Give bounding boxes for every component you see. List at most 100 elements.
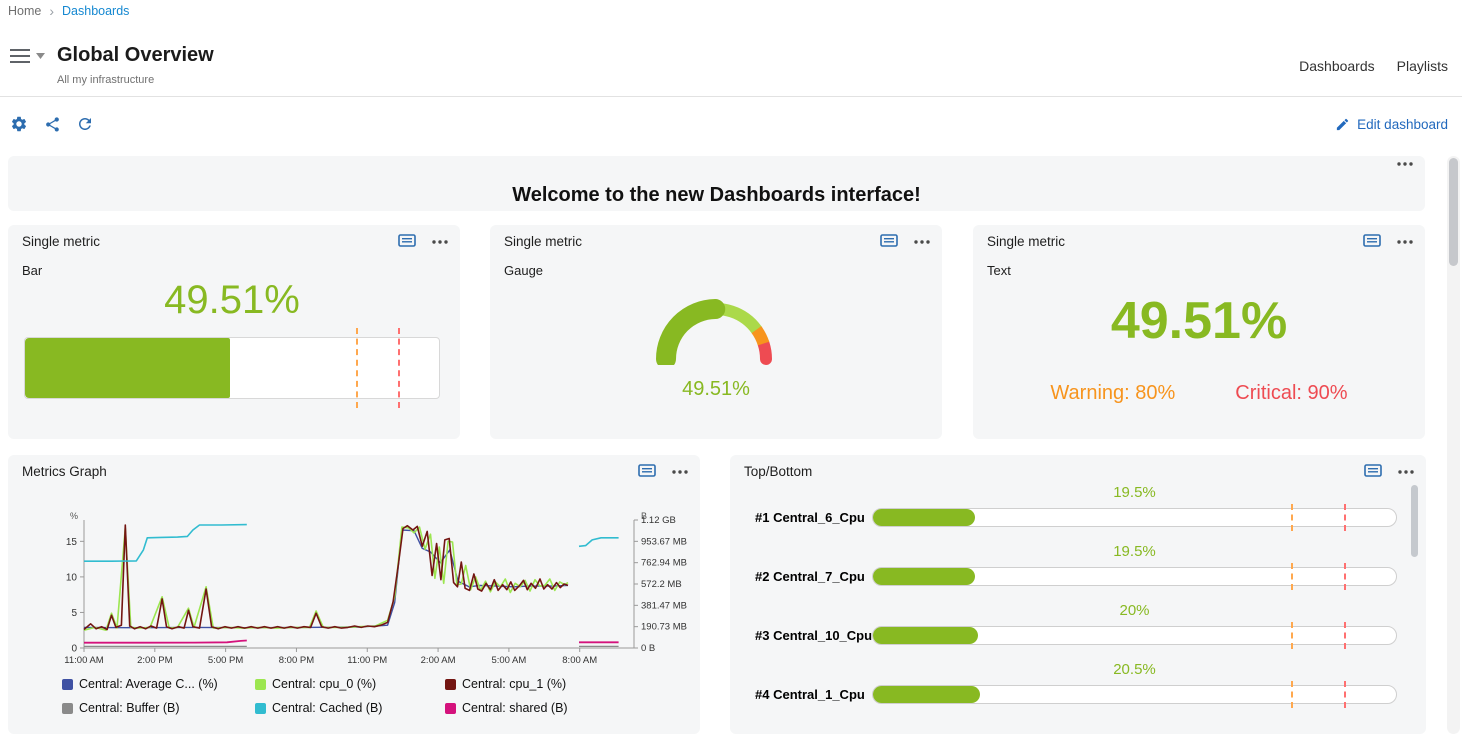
share-button[interactable] <box>42 114 62 134</box>
page-scrollbar-thumb[interactable] <box>1449 158 1458 266</box>
panel-display-button[interactable] <box>1364 464 1382 479</box>
display-icon <box>1363 234 1381 247</box>
more-options-button[interactable] <box>914 239 930 244</box>
dashboard-menu-toggle[interactable] <box>10 49 45 63</box>
display-icon <box>880 234 898 247</box>
svg-text:10: 10 <box>66 572 78 583</box>
top-bottom-row: 19.5% #1 Central_6_Cpu <box>730 483 1408 542</box>
critical-threshold-line <box>397 328 400 408</box>
breadcrumb-dashboards-link[interactable]: Dashboards <box>62 4 130 18</box>
panel-display-button[interactable] <box>880 234 898 249</box>
svg-text:572.2 MB: 572.2 MB <box>641 579 682 590</box>
header-divider <box>0 96 1462 97</box>
chevron-down-icon <box>36 53 45 59</box>
widget-subtitle: Bar <box>22 263 43 278</box>
legend-item-5[interactable]: Central: shared (B) <box>445 701 645 715</box>
top-bottom-value: 20% <box>1119 602 1150 619</box>
legend-swatch-icon <box>445 702 456 714</box>
tab-playlists[interactable]: Playlists <box>1396 58 1448 74</box>
top-bottom-host-label: #1 Central_6_Cpu <box>755 510 865 525</box>
svg-text:0: 0 <box>71 644 77 655</box>
legend-item-4[interactable]: Central: Cached (B) <box>255 701 445 715</box>
legend-item-3[interactable]: Central: Buffer (B) <box>62 701 255 715</box>
edit-dashboard-button[interactable]: Edit dashboard <box>1335 117 1448 132</box>
more-options-button[interactable] <box>1398 469 1414 474</box>
top-bottom-row: 19.5% #2 Central_7_Cpu <box>730 542 1408 601</box>
gear-icon <box>11 116 27 132</box>
widget-title: Single metric <box>504 234 583 249</box>
more-options-button[interactable] <box>432 239 448 244</box>
top-bottom-value: 19.5% <box>1113 543 1156 560</box>
refresh-button[interactable] <box>75 114 95 134</box>
legend-label: Central: Average C... (%) <box>79 677 218 691</box>
bar-fill <box>873 627 978 644</box>
panel-display-button[interactable] <box>398 234 416 249</box>
more-options-button[interactable] <box>672 469 688 474</box>
svg-text:5: 5 <box>71 608 77 619</box>
page-title: Global Overview <box>57 44 214 66</box>
ellipsis-icon <box>672 469 688 474</box>
display-icon <box>1364 464 1382 477</box>
panel-display-button[interactable] <box>1363 234 1381 249</box>
legend-item-2[interactable]: Central: cpu_1 (%) <box>445 677 645 691</box>
edit-dashboard-label: Edit dashboard <box>1357 117 1448 132</box>
top-bottom-value: 20.5% <box>1113 661 1156 678</box>
svg-text:%: % <box>70 511 78 521</box>
svg-text:11:00 AM: 11:00 AM <box>64 655 104 666</box>
widget-top-bottom: Top/Bottom 19.5% #1 Central_6_Cpu 19.5% … <box>730 455 1426 734</box>
svg-text:8:00 PM: 8:00 PM <box>279 655 314 666</box>
top-bottom-row: 20.5% #4 Central_1_Cpu <box>730 660 1408 719</box>
metric-bar <box>24 328 440 408</box>
bar-fill <box>25 338 230 398</box>
widget-subtitle: Gauge <box>504 263 544 278</box>
display-icon <box>638 464 656 477</box>
welcome-banner: Welcome to the new Dashboards interface! <box>8 156 1425 211</box>
panel-display-button[interactable] <box>638 464 656 479</box>
widget-single-metric-text: Single metric Text 49.51% Warning: 80% C… <box>973 225 1425 439</box>
legend-swatch-icon <box>255 678 266 690</box>
header-nav: Dashboards Playlists <box>1299 58 1448 74</box>
breadcrumb-home-link[interactable]: Home <box>8 4 42 18</box>
legend-item-1[interactable]: Central: cpu_0 (%) <box>255 677 445 691</box>
svg-text:5:00 AM: 5:00 AM <box>491 655 526 666</box>
more-options-button[interactable] <box>1397 239 1413 244</box>
svg-text:5:00 PM: 5:00 PM <box>208 655 243 666</box>
tab-dashboards[interactable]: Dashboards <box>1299 58 1375 74</box>
svg-text:B: B <box>641 511 647 521</box>
top-bottom-list: 19.5% #1 Central_6_Cpu 19.5% #2 Central_… <box>730 483 1408 729</box>
settings-button[interactable] <box>9 114 29 134</box>
breadcrumb: Home › Dashboards <box>8 4 129 18</box>
page-subtitle: All my infrastructure <box>57 74 155 86</box>
critical-threshold-line <box>1343 622 1346 649</box>
widget-scrollbar-thumb[interactable] <box>1411 485 1418 557</box>
top-bottom-bar <box>872 504 1397 531</box>
top-bottom-bar <box>872 681 1397 708</box>
widget-single-metric-gauge: Single metric Gauge 49.51% <box>490 225 942 439</box>
warning-threshold-line <box>1291 681 1294 708</box>
svg-text:15: 15 <box>66 537 78 548</box>
metric-value: 49.51% <box>1110 292 1288 350</box>
pencil-icon <box>1337 118 1349 131</box>
top-bottom-row: 20% #3 Central_10_Cpu <box>730 601 1408 660</box>
svg-text:0 B: 0 B <box>641 643 655 654</box>
legend-label: Central: shared (B) <box>462 701 568 715</box>
legend-swatch-icon <box>445 678 456 690</box>
top-bottom-host-label: #3 Central_10_Cpu <box>755 628 873 643</box>
hamburger-icon <box>10 49 30 63</box>
more-options-button[interactable] <box>1397 162 1413 166</box>
ellipsis-icon <box>914 239 930 244</box>
bar-fill <box>873 568 975 585</box>
ellipsis-icon <box>1397 239 1413 244</box>
bar-fill <box>873 686 981 703</box>
legend-swatch-icon <box>62 702 73 714</box>
page-scrollbar[interactable] <box>1447 156 1460 734</box>
svg-text:8:00 AM: 8:00 AM <box>562 655 597 666</box>
widget-subtitle: Text <box>987 263 1011 278</box>
warning-threshold-line <box>1291 563 1294 590</box>
widget-scrollbar[interactable] <box>1411 485 1418 709</box>
critical-threshold-line <box>1343 681 1346 708</box>
legend-item-0[interactable]: Central: Average C... (%) <box>62 677 255 691</box>
chart-legend: Central: Average C... (%) Central: cpu_0 … <box>62 677 645 715</box>
bar-fill <box>873 509 975 526</box>
gauge-chart <box>656 299 772 365</box>
